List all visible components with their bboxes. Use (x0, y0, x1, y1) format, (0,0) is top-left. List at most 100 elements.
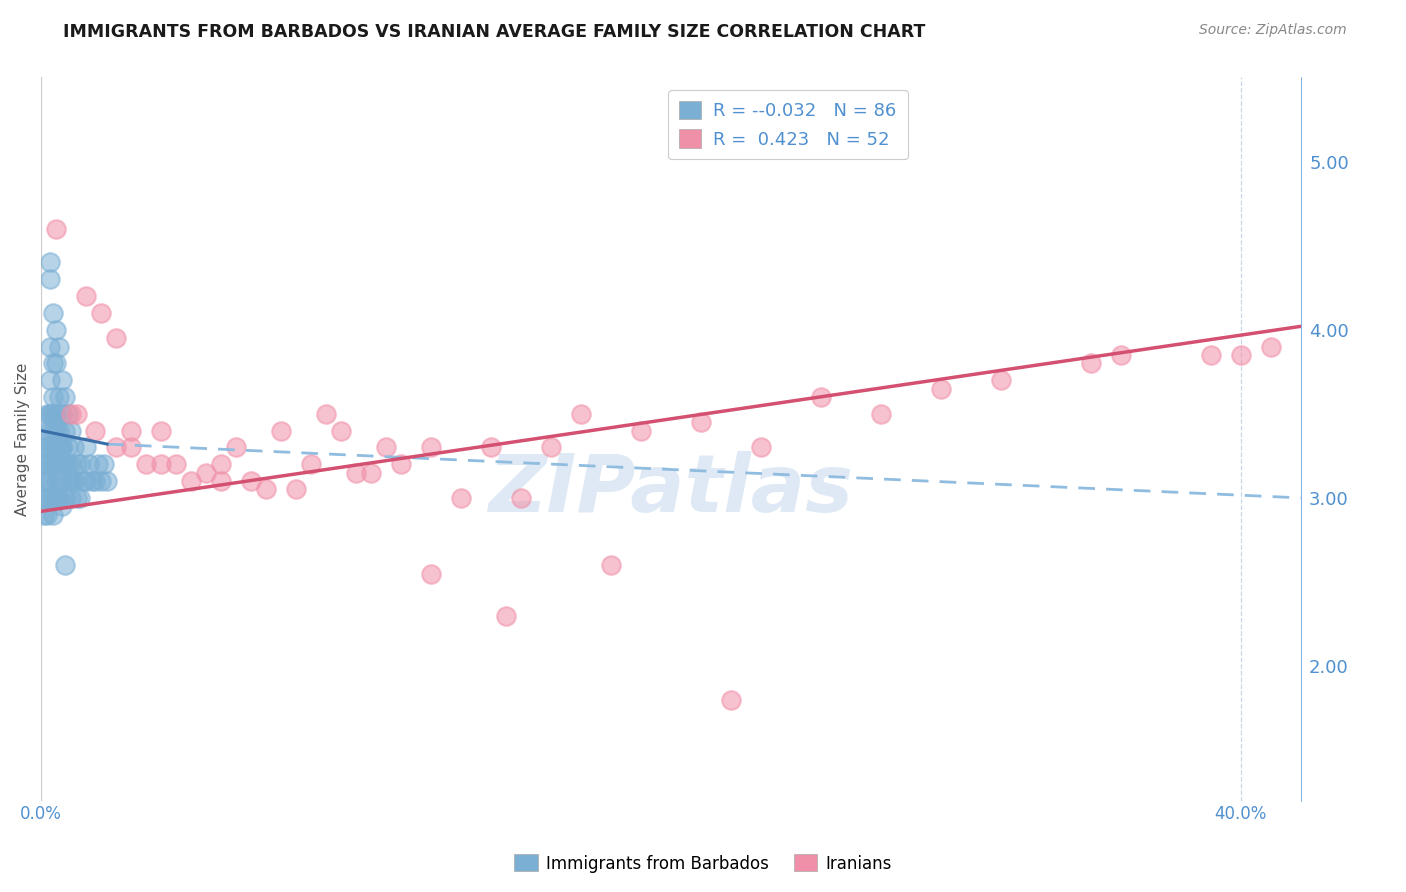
Point (39, 407, 62, 421)
Point (48, 390, 70, 404)
Point (39, 255, 62, 269)
Point (630, 424, 652, 438)
Point (48, 441, 70, 455)
Point (48, 491, 70, 505)
Point (270, 424, 292, 438)
Point (225, 441, 247, 455)
Text: IMMIGRANTS FROM BARBADOS VS IRANIAN AVERAGE FAMILY SIZE CORRELATION CHART: IMMIGRANTS FROM BARBADOS VS IRANIAN AVER… (63, 23, 925, 41)
Point (48, 424, 70, 438)
Point (42, 424, 65, 438)
Point (45, 424, 67, 438)
Point (32, 457, 55, 471)
Point (56, 474, 79, 488)
Point (165, 457, 187, 471)
Point (1080, 356, 1102, 370)
Point (330, 424, 353, 438)
Point (32, 508, 55, 522)
Point (254, 483, 277, 497)
Point (1109, 348, 1132, 362)
Point (60, 424, 83, 438)
Point (42, 356, 65, 370)
Point (195, 466, 218, 480)
Point (240, 474, 263, 488)
Point (315, 407, 337, 421)
Point (420, 441, 443, 455)
Point (32, 491, 55, 505)
Point (90, 306, 112, 320)
Point (344, 466, 367, 480)
Text: Source: ZipAtlas.com: Source: ZipAtlas.com (1199, 23, 1347, 37)
Point (51, 500, 73, 514)
Point (63, 474, 86, 488)
Point (51, 474, 73, 488)
Point (42, 508, 65, 522)
Point (51, 407, 73, 421)
Point (120, 424, 142, 438)
Point (75, 441, 97, 455)
Point (60, 491, 83, 505)
Point (510, 491, 533, 505)
Point (56, 457, 79, 471)
Point (42, 491, 65, 505)
Point (82, 474, 104, 488)
Point (53, 491, 76, 505)
Point (135, 457, 157, 471)
Legend: R = --0.032   N = 86, R =  0.423   N = 52: R = --0.032 N = 86, R = 0.423 N = 52 (668, 90, 907, 160)
Legend: Immigrants from Barbados, Iranians: Immigrants from Barbados, Iranians (508, 847, 898, 880)
Point (72, 474, 94, 488)
Point (66, 407, 89, 421)
Point (75, 474, 97, 488)
Point (39, 272, 62, 286)
Point (93, 457, 115, 471)
Point (180, 474, 202, 488)
Point (1260, 339, 1282, 353)
Point (39, 474, 62, 488)
Point (60, 457, 83, 471)
Point (299, 457, 322, 471)
Point (870, 407, 893, 421)
Point (37, 474, 59, 488)
Point (51, 441, 73, 455)
Point (39, 407, 62, 421)
Point (1229, 348, 1251, 362)
Point (48, 491, 70, 505)
Point (37, 508, 59, 522)
Point (209, 474, 232, 488)
Point (66, 491, 89, 505)
Point (45, 407, 67, 421)
Point (45, 474, 67, 488)
Point (66, 457, 89, 471)
Point (75, 289, 97, 303)
Point (51, 373, 73, 387)
Point (53, 558, 76, 573)
Point (39, 441, 62, 455)
Point (37, 491, 59, 505)
Point (63, 474, 86, 488)
Point (39, 424, 62, 438)
Text: ZIPatlas: ZIPatlas (488, 450, 853, 529)
Point (90, 474, 112, 488)
Point (48, 339, 70, 353)
Point (37, 407, 59, 421)
Point (45, 222, 67, 236)
Point (389, 457, 412, 471)
Point (45, 441, 67, 455)
Point (77, 457, 100, 471)
Point (42, 441, 65, 455)
Point (209, 457, 232, 471)
Point (990, 373, 1012, 387)
Point (929, 382, 952, 396)
Point (37, 424, 59, 438)
Point (69, 491, 91, 505)
Point (45, 323, 67, 337)
Point (32, 441, 55, 455)
Point (48, 441, 70, 455)
Point (60, 474, 83, 488)
Point (479, 441, 502, 455)
Point (105, 331, 128, 345)
Point (420, 566, 443, 581)
Point (87, 457, 110, 471)
Point (749, 441, 772, 455)
Point (51, 441, 73, 455)
Point (42, 390, 65, 404)
